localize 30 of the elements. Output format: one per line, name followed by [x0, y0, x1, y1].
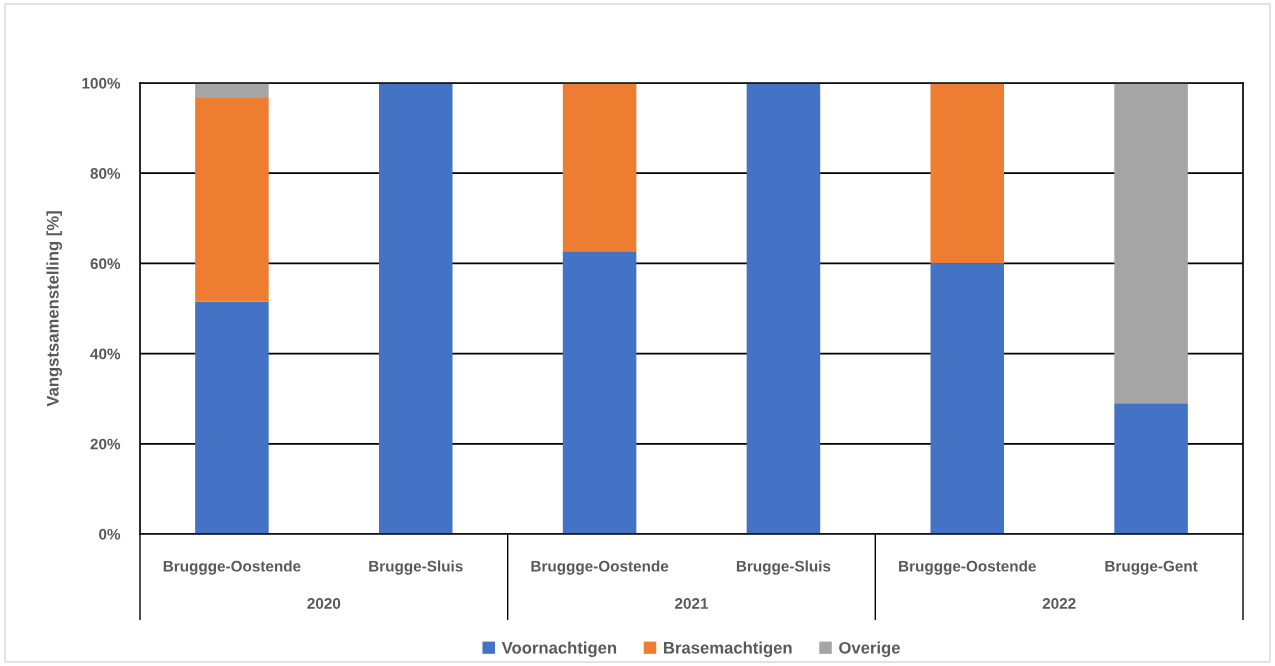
- y-tick-label: 0%: [99, 528, 121, 540]
- legend-label: Voornachtigen: [501, 641, 617, 658]
- bar: [930, 83, 1005, 264]
- x-tick-label: Brugge-Sluis: [736, 560, 831, 575]
- y-tick-label: 100%: [82, 77, 121, 89]
- bar: [1114, 403, 1188, 534]
- bar: [1114, 83, 1188, 404]
- bar: [195, 83, 269, 98]
- bar: [746, 83, 821, 534]
- y-axis-title: Vangstsamenstelling [%]: [46, 211, 63, 407]
- x-tick-label: Brugge-Sluis: [369, 560, 463, 575]
- bar: [562, 83, 637, 252]
- bar: [378, 83, 453, 534]
- x-tick-label: Bruggge-Oostende: [163, 560, 301, 575]
- text: 2021: [675, 598, 709, 609]
- x-tick-label: Bruggge-Oostende: [531, 560, 669, 575]
- text: 2020: [307, 598, 341, 609]
- legend-label: Overige: [839, 641, 900, 658]
- y-tick-label: 20%: [90, 438, 121, 450]
- y-tick-label: 60%: [90, 258, 121, 270]
- y-tick-label: 40%: [90, 348, 121, 360]
- bar: [562, 251, 637, 534]
- x-tick-label: Brugge-Gent: [1105, 560, 1198, 575]
- bar: [930, 263, 1005, 534]
- text: 2022: [1042, 598, 1076, 609]
- y-tick-label: 80%: [90, 168, 121, 179]
- bar: [195, 97, 269, 302]
- bar: [195, 301, 269, 534]
- x-tick-label: Bruggge-Oostende: [899, 560, 1036, 575]
- legend-label: Brasemachtigen: [664, 641, 792, 658]
